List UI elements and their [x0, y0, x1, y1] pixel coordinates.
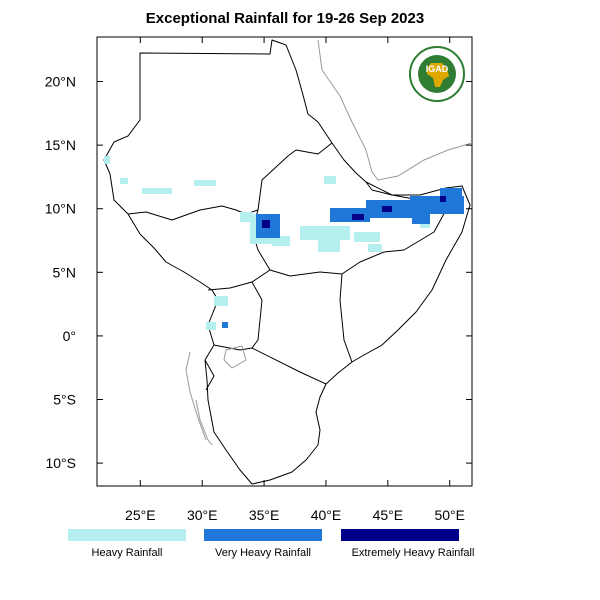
legend-swatch — [204, 529, 322, 541]
rain-cell — [368, 244, 382, 252]
outside-coastlines — [185, 39, 473, 441]
rain-cell — [214, 296, 228, 306]
rain-cell — [142, 188, 172, 194]
rain-cell — [324, 176, 336, 184]
legend-swatch — [341, 529, 459, 541]
x-axis-ticks: 25°E 30°E 35°E 40°E 45°E 50°E — [125, 37, 465, 523]
country-borders — [103, 39, 471, 485]
rain-cell — [300, 226, 350, 240]
y-axis-ticks: 20°N 15°N 10°N 5°N 0° 5°S 10°S — [45, 74, 472, 471]
y-tick-label: 10°S — [45, 455, 76, 471]
x-tick-label: 50°E — [434, 507, 465, 523]
y-tick-label: 10°N — [45, 201, 76, 217]
y-tick-label: 5°N — [53, 264, 77, 280]
legend-label: Extremely Heavy Rainfall — [352, 547, 475, 559]
rain-cell — [222, 322, 228, 328]
legend-label: Heavy Rainfall — [92, 547, 163, 559]
legend-label: Very Heavy Rainfall — [215, 547, 311, 559]
lake-tanganyika — [195, 399, 213, 446]
rain-cell — [240, 212, 252, 222]
rain-cell — [262, 220, 270, 228]
logo-text: IGAD — [426, 64, 449, 74]
map-title: Exceptional Rainfall for 19-26 Sep 2023 — [146, 10, 424, 27]
x-tick-label: 25°E — [125, 507, 156, 523]
map-frame — [96, 36, 473, 487]
y-tick-label: 20°N — [45, 74, 76, 90]
x-tick-label: 45°E — [373, 507, 404, 523]
x-tick-label: 40°E — [311, 507, 342, 523]
africa-icon — [427, 63, 449, 87]
legend: Heavy Rainfall Very Heavy Rainfall Extreme… — [68, 529, 474, 559]
rain-cell — [104, 156, 110, 164]
rain-cell — [206, 322, 216, 330]
lakes — [195, 345, 247, 446]
rain-cell — [194, 180, 216, 186]
x-tick-label: 30°E — [187, 507, 218, 523]
rain-cell — [354, 232, 380, 242]
rainfall-cells — [104, 156, 464, 330]
rain-cell — [120, 178, 128, 184]
rain-cell — [266, 230, 276, 238]
rain-cell — [412, 214, 430, 224]
lake-victoria — [223, 345, 247, 369]
x-tick-label: 35°E — [249, 507, 280, 523]
legend-swatch — [68, 529, 186, 541]
igad-logo: IGAD — [409, 46, 465, 102]
rain-cell — [410, 196, 464, 214]
rain-cell — [352, 214, 364, 220]
y-tick-label: 0° — [63, 328, 76, 344]
rain-cell — [382, 206, 392, 212]
rain-cell — [440, 196, 446, 202]
rain-cell — [318, 240, 340, 252]
y-tick-label: 15°N — [45, 137, 76, 153]
y-tick-label: 5°S — [53, 392, 76, 408]
rain-cell — [272, 236, 290, 246]
region-outline — [103, 39, 471, 485]
